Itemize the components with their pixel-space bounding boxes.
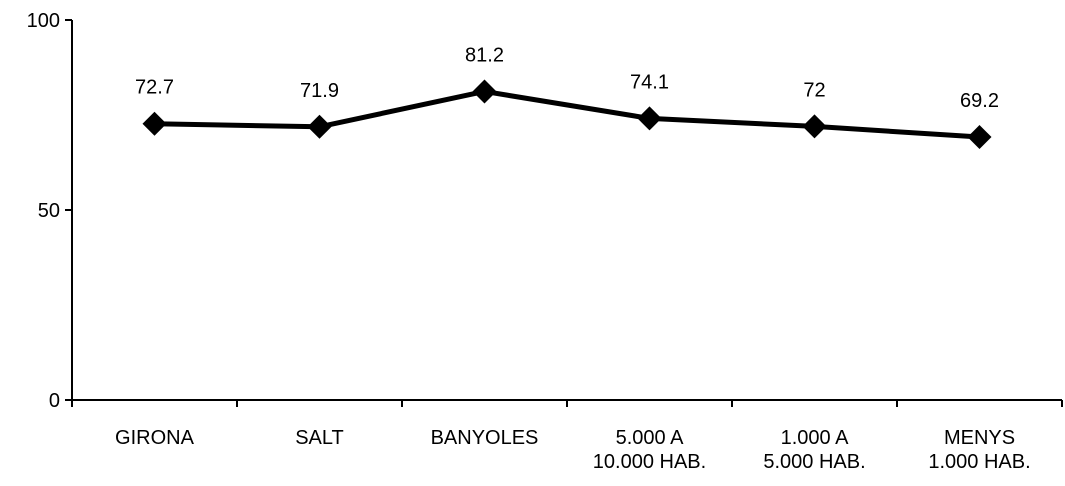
point-marker bbox=[307, 114, 332, 139]
data-label: 72.7 bbox=[135, 77, 174, 99]
data-line bbox=[154, 88, 980, 140]
x-tick-label: 1.000 A 5.000 HAB. bbox=[763, 427, 865, 473]
x-tick-label: BANYOLES bbox=[431, 427, 539, 449]
point-marker bbox=[967, 125, 992, 150]
x-tick-label: GIRONA bbox=[115, 427, 195, 449]
x-tick-label: SALT bbox=[295, 427, 344, 449]
point-marker bbox=[637, 106, 662, 131]
point-marker bbox=[802, 114, 827, 139]
y-tick-label: 50 bbox=[38, 200, 60, 222]
data-label: 72 bbox=[803, 79, 825, 101]
x-tick-label: 5.000 A 10.000 HAB. bbox=[593, 427, 706, 473]
point-marker bbox=[472, 79, 497, 104]
data-label: 71.9 bbox=[300, 80, 339, 102]
y-tick-label: 0 bbox=[49, 390, 60, 412]
point-marker bbox=[142, 111, 167, 136]
y-tick-label: 100 bbox=[27, 10, 60, 32]
data-label: 69.2 bbox=[960, 90, 999, 112]
data-label: 74.1 bbox=[630, 71, 669, 93]
data-label: 81.2 bbox=[465, 44, 504, 66]
x-tick-label: MENYS 1.000 HAB. bbox=[928, 427, 1030, 473]
